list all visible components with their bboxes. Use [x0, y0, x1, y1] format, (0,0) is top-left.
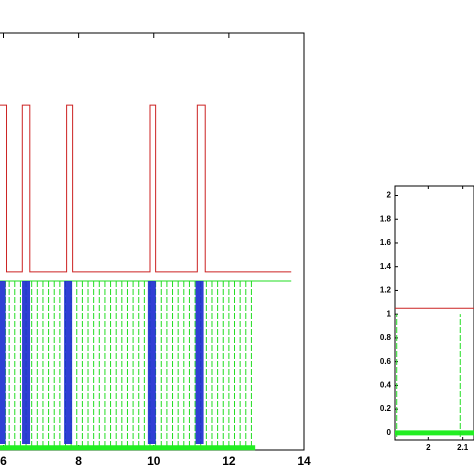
x-tick-label: 6 [0, 454, 7, 468]
series-line [0, 104, 292, 273]
band [64, 280, 73, 444]
x-tick-label: 8 [75, 454, 82, 468]
y-tick-label: 1.4 [380, 262, 392, 271]
x-tick-label: 12 [222, 454, 236, 468]
band [22, 280, 31, 444]
y-tick-label: 1.2 [380, 286, 392, 295]
x-tick-label: 2.1 [457, 443, 469, 452]
y-tick-label: 2 [387, 191, 392, 200]
band [195, 280, 204, 444]
plot-frame [394, 185, 474, 441]
y-tick-label: 0.8 [380, 333, 392, 342]
y-tick-label: 1 [387, 309, 392, 318]
y-tick-label: 0.4 [380, 381, 392, 390]
y-tick-label: 0 [387, 428, 392, 437]
y-tick-label: 0.2 [380, 404, 392, 413]
band [0, 280, 6, 444]
y-tick-label: 1.6 [380, 238, 392, 247]
band [147, 280, 156, 444]
x-tick-label: 14 [297, 454, 311, 468]
x-tick-label: 10 [147, 454, 161, 468]
x-tick-label: 2 [426, 443, 431, 452]
y-tick-label: 0.6 [380, 357, 392, 366]
y-tick-label: 1.8 [380, 214, 392, 223]
